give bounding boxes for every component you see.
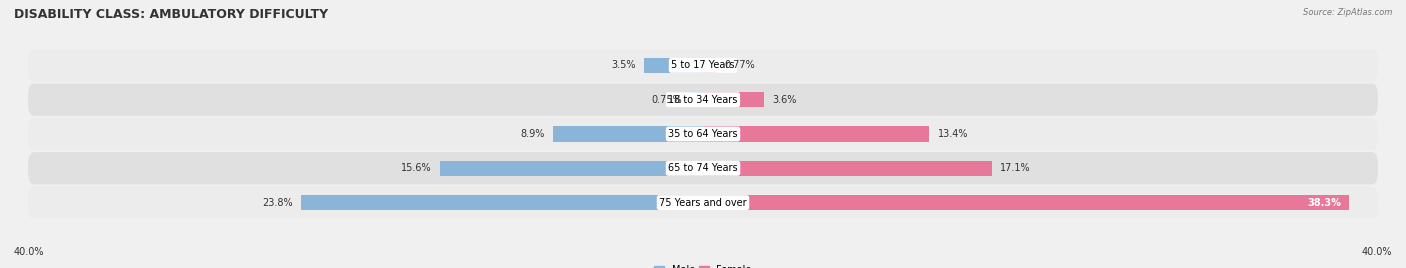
FancyBboxPatch shape xyxy=(28,118,1378,150)
Text: 0.75%: 0.75% xyxy=(651,95,682,105)
Text: 38.3%: 38.3% xyxy=(1308,198,1341,208)
Bar xyxy=(690,92,703,107)
Text: Source: ZipAtlas.com: Source: ZipAtlas.com xyxy=(1302,8,1392,17)
Text: 15.6%: 15.6% xyxy=(401,163,432,173)
Text: 5 to 17 Years: 5 to 17 Years xyxy=(671,60,735,70)
Text: DISABILITY CLASS: AMBULATORY DIFFICULTY: DISABILITY CLASS: AMBULATORY DIFFICULTY xyxy=(14,8,328,21)
Bar xyxy=(703,195,1350,210)
Bar xyxy=(703,92,763,107)
Text: 18 to 34 Years: 18 to 34 Years xyxy=(668,95,738,105)
Text: 8.9%: 8.9% xyxy=(520,129,544,139)
FancyBboxPatch shape xyxy=(28,152,1378,184)
Bar xyxy=(703,58,716,73)
Legend: Male, Female: Male, Female xyxy=(654,265,752,268)
Text: 75 Years and over: 75 Years and over xyxy=(659,198,747,208)
FancyBboxPatch shape xyxy=(28,84,1378,116)
Text: 35 to 64 Years: 35 to 64 Years xyxy=(668,129,738,139)
Bar xyxy=(440,161,703,176)
Bar xyxy=(301,195,703,210)
FancyBboxPatch shape xyxy=(28,49,1378,81)
Text: 0.77%: 0.77% xyxy=(724,60,755,70)
Bar xyxy=(703,126,929,142)
Text: 17.1%: 17.1% xyxy=(1000,163,1031,173)
Bar xyxy=(553,126,703,142)
FancyBboxPatch shape xyxy=(28,187,1378,219)
Text: 3.5%: 3.5% xyxy=(612,60,636,70)
Text: 3.6%: 3.6% xyxy=(772,95,797,105)
Text: 65 to 74 Years: 65 to 74 Years xyxy=(668,163,738,173)
Text: 40.0%: 40.0% xyxy=(14,247,45,257)
Text: 40.0%: 40.0% xyxy=(1361,247,1392,257)
Bar xyxy=(703,161,991,176)
Text: 23.8%: 23.8% xyxy=(263,198,292,208)
Bar xyxy=(644,58,703,73)
Text: 13.4%: 13.4% xyxy=(938,129,967,139)
